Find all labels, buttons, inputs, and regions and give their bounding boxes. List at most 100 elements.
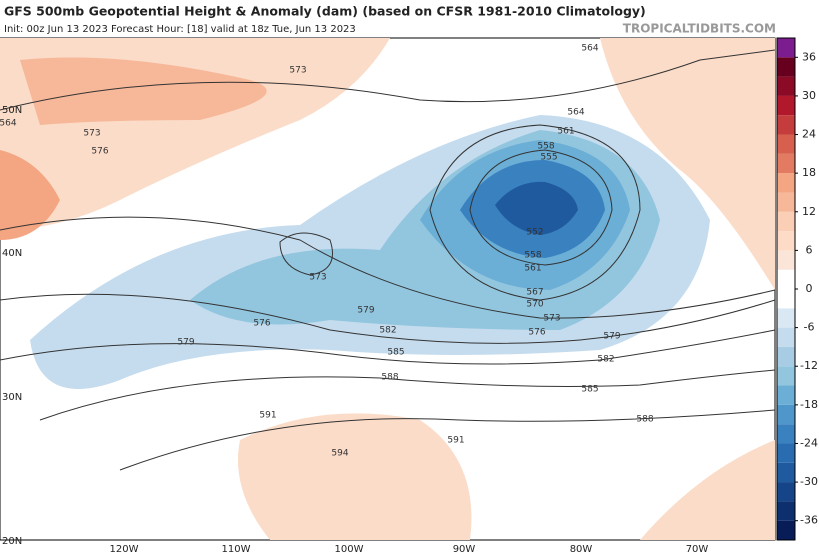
colorbar-band — [777, 346, 795, 367]
colorbar-tick-label: -36 — [800, 514, 818, 527]
colorbar-band — [777, 501, 795, 521]
contour-label: 579 — [603, 332, 620, 342]
lat-label: 40N — [2, 248, 22, 259]
lon-label: 90W — [453, 544, 476, 555]
colorbar-band — [777, 482, 795, 502]
anomaly-warm — [600, 38, 775, 290]
colorbar-band — [777, 289, 795, 309]
colorbar-band — [777, 57, 795, 77]
colorbar-band — [777, 462, 795, 483]
contour-label: 582 — [379, 326, 396, 336]
colorbar-band — [777, 38, 795, 58]
lon-label: 100W — [335, 544, 364, 555]
colorbar-tick-label: 36 — [802, 50, 816, 63]
contour-label: 588 — [381, 373, 398, 383]
contour-label: 561 — [557, 127, 574, 137]
contour-label: 576 — [528, 328, 545, 338]
lon-label: 80W — [570, 544, 593, 555]
contour — [0, 216, 776, 319]
contour-label: 585 — [387, 348, 404, 358]
contour-label: 564 — [0, 119, 17, 129]
contour-label: 591 — [447, 436, 464, 446]
colorbar-band — [777, 385, 795, 405]
lat-label: 50N — [2, 105, 22, 116]
contour-label: 585 — [581, 385, 598, 395]
colorbar-band — [777, 424, 795, 444]
subtitle: Init: 00z Jun 13 2023 Forecast Hour: [18… — [4, 24, 356, 35]
contour-label: 573 — [309, 273, 326, 283]
colorbar-band — [777, 115, 795, 135]
colorbar-band — [777, 153, 795, 174]
contour-label: 564 — [581, 44, 598, 54]
anomaly-cool — [495, 181, 578, 235]
contour-label: 558 — [524, 251, 541, 261]
contour-label: 579 — [177, 338, 194, 348]
colorbar-band — [777, 404, 795, 425]
colorbar-band — [777, 269, 795, 289]
contour — [0, 293, 776, 344]
contour-label: 594 — [331, 449, 348, 459]
contour-label: 576 — [91, 147, 108, 157]
contour — [279, 232, 333, 276]
contour-label: 591 — [259, 411, 276, 421]
colorbar-tick-label: 6 — [806, 243, 813, 256]
colorbar-band — [777, 134, 795, 154]
contour-label: 567 — [526, 288, 543, 298]
anomaly-warm — [20, 57, 267, 125]
contour — [0, 49, 776, 111]
colorbar-tick-label: 24 — [802, 128, 816, 141]
contour — [429, 124, 641, 301]
colorbar-tick-label: -6 — [804, 321, 815, 334]
contour-label: 579 — [357, 306, 374, 316]
colorbar-tick-label: 12 — [802, 205, 816, 218]
colorbar: 36 30 24 18 12 6 0 -6 -12 -18 -24 -30 -36 — [776, 37, 818, 541]
colorbar-band — [777, 443, 795, 463]
contour-label: 573 — [289, 66, 306, 76]
contour — [39, 369, 776, 421]
contour-label: 561 — [524, 264, 541, 274]
contour-label: 555 — [540, 153, 557, 163]
colorbar-band — [777, 95, 795, 116]
colorbar-band — [777, 173, 795, 193]
anomaly-warm — [640, 440, 775, 540]
lat-label: 20N — [2, 536, 22, 547]
anomaly-warm — [0, 150, 60, 240]
colorbar-tick-label: -12 — [800, 359, 818, 372]
contour-label: 564 — [567, 108, 584, 118]
contour-label: 573 — [83, 129, 100, 139]
title: GFS 500mb Geopotential Height & Anomaly … — [4, 4, 646, 19]
contour-label: 588 — [636, 415, 653, 425]
contour-label: 570 — [526, 300, 543, 310]
contour-label: 576 — [253, 319, 270, 329]
colorbar-tick-label: 18 — [802, 166, 816, 179]
lon-label: 120W — [110, 544, 139, 555]
colorbar-band — [777, 231, 795, 251]
lon-label: 70W — [686, 544, 709, 555]
colorbar-tick-label: -24 — [800, 436, 818, 449]
lat-label: 30N — [2, 392, 22, 403]
colorbar-band — [777, 308, 795, 328]
contour — [119, 409, 776, 471]
contour-label: 552 — [526, 228, 543, 238]
colorbar-band — [777, 520, 795, 540]
colorbar-band — [777, 250, 795, 270]
colorbar-tick-label: -18 — [800, 398, 818, 411]
anomaly-warm — [238, 413, 472, 540]
colorbar-tick-label: 30 — [802, 89, 816, 102]
contour — [0, 329, 776, 365]
colorbar-tick-label: 0 — [806, 282, 813, 295]
lon-label: 110W — [222, 544, 251, 555]
colorbar-band — [777, 192, 795, 212]
colorbar-band — [777, 76, 795, 96]
watermark: TROPICALTIDBITS.COM — [623, 22, 776, 36]
colorbar-band — [777, 327, 795, 347]
map — [0, 37, 776, 541]
contour-label: 558 — [537, 142, 554, 152]
colorbar-band — [777, 366, 795, 386]
contour-label: 582 — [597, 355, 614, 365]
contour-label: 573 — [543, 314, 560, 324]
colorbar-tick-label: -30 — [800, 475, 818, 488]
colorbar-band — [777, 211, 795, 232]
contour — [469, 149, 613, 266]
